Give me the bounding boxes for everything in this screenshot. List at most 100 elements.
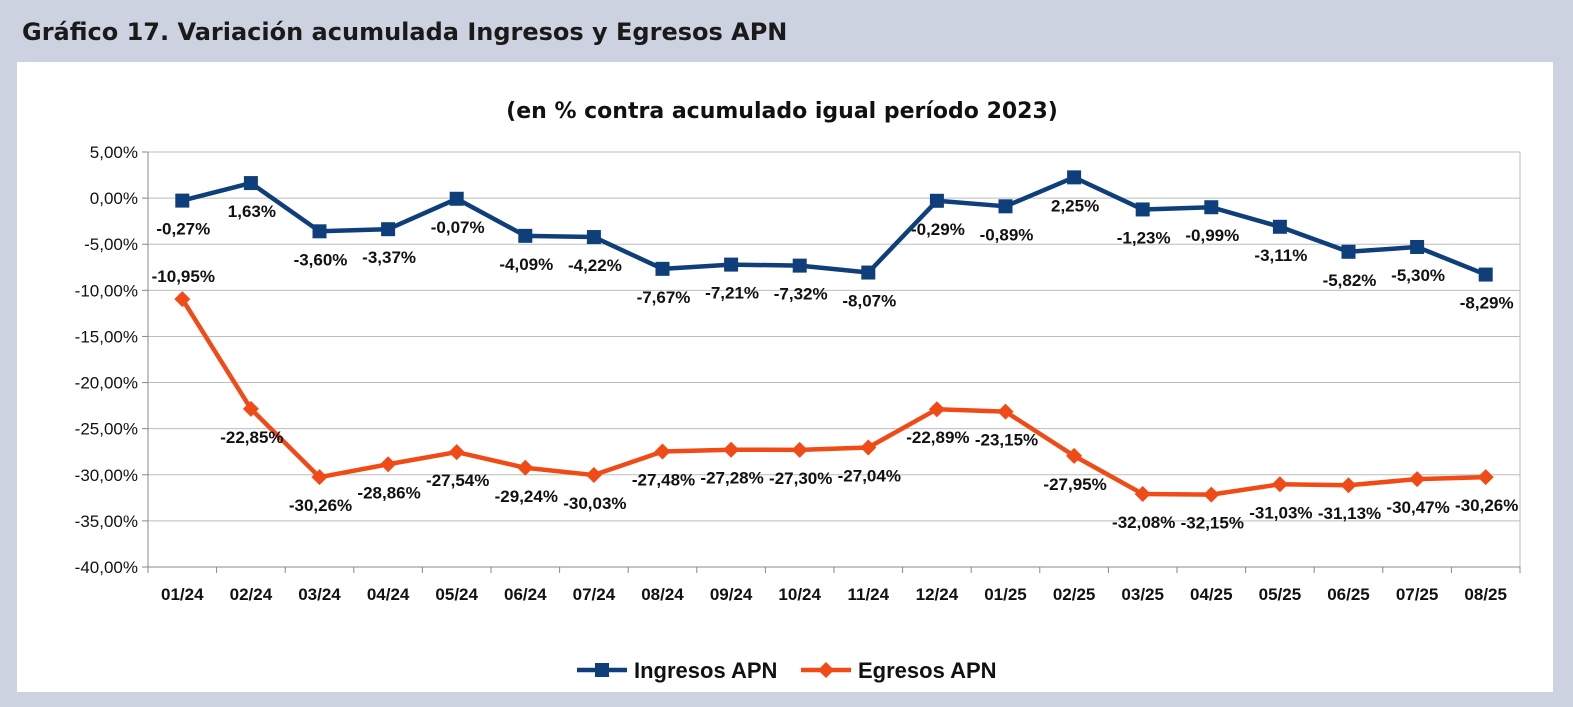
- ingresos-data-label: -7,21%: [705, 284, 759, 303]
- legend-marker-square: [595, 663, 609, 677]
- x-tick-label: 02/25: [1053, 585, 1096, 604]
- series-group: [174, 170, 1494, 503]
- egresos-point: [723, 441, 740, 458]
- ingresos-data-label: -1,23%: [1117, 228, 1171, 247]
- egresos-data-label: -30,03%: [563, 494, 626, 513]
- x-tick-label: 01/25: [984, 585, 1027, 604]
- line-chart: (en % contra acumulado igual período 202…: [75, 99, 1521, 683]
- ingresos-data-label: -0,89%: [980, 225, 1034, 244]
- ingresos-data-label: -0,27%: [156, 220, 210, 239]
- egresos-data-label: -29,24%: [495, 487, 558, 506]
- series-line-ingresos: [181, 175, 1487, 277]
- chart-panel: (en % contra acumulado igual período 202…: [17, 62, 1553, 692]
- egresos-data-label: -27,54%: [426, 471, 489, 490]
- ingresos-data-label: -0,29%: [911, 220, 965, 239]
- ingresos-point: [586, 230, 601, 245]
- x-tick-label: 02/24: [230, 585, 273, 604]
- x-tick-label: 10/24: [778, 585, 821, 604]
- x-tick-label: 06/25: [1327, 585, 1370, 604]
- ingresos-data-label: -5,30%: [1391, 266, 1445, 285]
- egresos-data-label: -30,26%: [1455, 496, 1518, 515]
- grid-lines: [142, 151, 1521, 573]
- ingresos-point: [861, 265, 876, 280]
- egresos-point: [1134, 485, 1151, 502]
- egresos-point: [448, 444, 465, 461]
- x-tick-label: 08/25: [1464, 585, 1507, 604]
- egresos-data-label: -32,08%: [1112, 513, 1175, 532]
- y-tick-label: -20,00%: [75, 374, 138, 393]
- x-tick-label: 08/24: [641, 585, 684, 604]
- egresos-data-label: -23,15%: [975, 431, 1038, 450]
- ingresos-point: [243, 176, 258, 191]
- egresos-point: [1066, 447, 1083, 464]
- y-tick-label: -5,00%: [84, 235, 138, 254]
- legend: Ingresos APN Egresos APN: [577, 658, 997, 683]
- ingresos-point: [1478, 267, 1493, 282]
- ingresos-data-label: 1,63%: [228, 202, 276, 221]
- y-tick-label: 5,00%: [90, 143, 138, 162]
- ingresos-point: [381, 222, 396, 237]
- x-tick-label: 03/24: [298, 585, 341, 604]
- ingresos-data-label: -3,11%: [1254, 246, 1307, 265]
- y-tick-label: -25,00%: [75, 420, 138, 439]
- chart-subtitle: (en % contra acumulado igual período 202…: [506, 99, 1058, 124]
- ingresos-point: [1341, 244, 1356, 259]
- egresos-point: [1203, 486, 1220, 503]
- ingresos-point: [312, 224, 327, 239]
- ingresos-point: [929, 193, 944, 208]
- egresos-data-label: -30,47%: [1386, 498, 1449, 517]
- ingresos-data-label: -7,67%: [637, 288, 691, 307]
- egresos-point: [928, 401, 945, 418]
- egresos-data-label: -31,03%: [1249, 503, 1312, 522]
- legend-label: Ingresos APN: [634, 658, 777, 683]
- egresos-data-label: -27,95%: [1043, 475, 1106, 494]
- ingresos-point: [1067, 170, 1082, 185]
- ingresos-data-label: -0,07%: [431, 218, 485, 237]
- egresos-data-label: -27,48%: [632, 471, 695, 490]
- egresos-data-label: -27,28%: [700, 469, 763, 488]
- ingresos-point: [518, 228, 533, 243]
- x-tick-label: 01/24: [161, 585, 204, 604]
- ingresos-point: [724, 257, 739, 272]
- ingresos-point: [792, 258, 807, 273]
- egresos-point: [1340, 477, 1357, 494]
- egresos-point: [1271, 476, 1288, 493]
- egresos-data-label: -22,89%: [906, 428, 969, 447]
- egresos-data-label: -32,15%: [1181, 514, 1244, 533]
- y-tick-label: -40,00%: [75, 558, 138, 577]
- x-tick-label: 05/25: [1259, 585, 1302, 604]
- ingresos-point: [1135, 202, 1150, 217]
- y-tick-label: -30,00%: [75, 466, 138, 485]
- x-axis-ticks: 01/24 02/24 03/24 04/24 05/24 06/24 07/24 08/24…: [161, 585, 1507, 604]
- y-tick-label: 0,00%: [90, 189, 138, 208]
- x-tick-label: 04/25: [1190, 585, 1233, 604]
- x-tick-label: 06/24: [504, 585, 547, 604]
- ingresos-point: [1272, 219, 1287, 234]
- egresos-data-label: -30,26%: [289, 496, 352, 515]
- x-tick-label: 03/25: [1121, 585, 1164, 604]
- egresos-point: [1409, 471, 1426, 488]
- egresos-point: [174, 291, 191, 308]
- egresos-point: [1477, 469, 1494, 486]
- y-tick-label: -15,00%: [75, 327, 138, 346]
- ingresos-data-label: -4,09%: [499, 255, 553, 274]
- ingresos-data-label: -3,37%: [362, 248, 416, 267]
- egresos-point: [654, 443, 671, 460]
- egresos-point: [860, 439, 877, 456]
- ingresos-data-label: -0,99%: [1185, 226, 1239, 245]
- ingresos-point: [1410, 239, 1425, 254]
- egresos-point: [585, 467, 602, 484]
- data-labels: -0,27% 1,63% -3,60% -3,37% -0,07% -4,09% -4,22…: [152, 196, 1519, 532]
- egresos-data-label: -22,85%: [220, 428, 283, 447]
- egresos-point: [517, 459, 534, 476]
- x-tick-label: 12/24: [916, 585, 959, 604]
- x-tick-label: 09/24: [710, 585, 753, 604]
- egresos-point: [311, 469, 328, 486]
- ingresos-data-label: -5,82%: [1323, 271, 1377, 290]
- x-tick-label: 05/24: [435, 585, 478, 604]
- egresos-point: [997, 403, 1014, 420]
- ingresos-data-label: 2,25%: [1051, 196, 1099, 215]
- y-axis-ticks: 5,00% 0,00% -5,00% -10,00% -15,00% -20,00% -25…: [75, 143, 138, 577]
- egresos-point: [242, 400, 259, 417]
- egresos-data-label: -27,04%: [838, 466, 901, 485]
